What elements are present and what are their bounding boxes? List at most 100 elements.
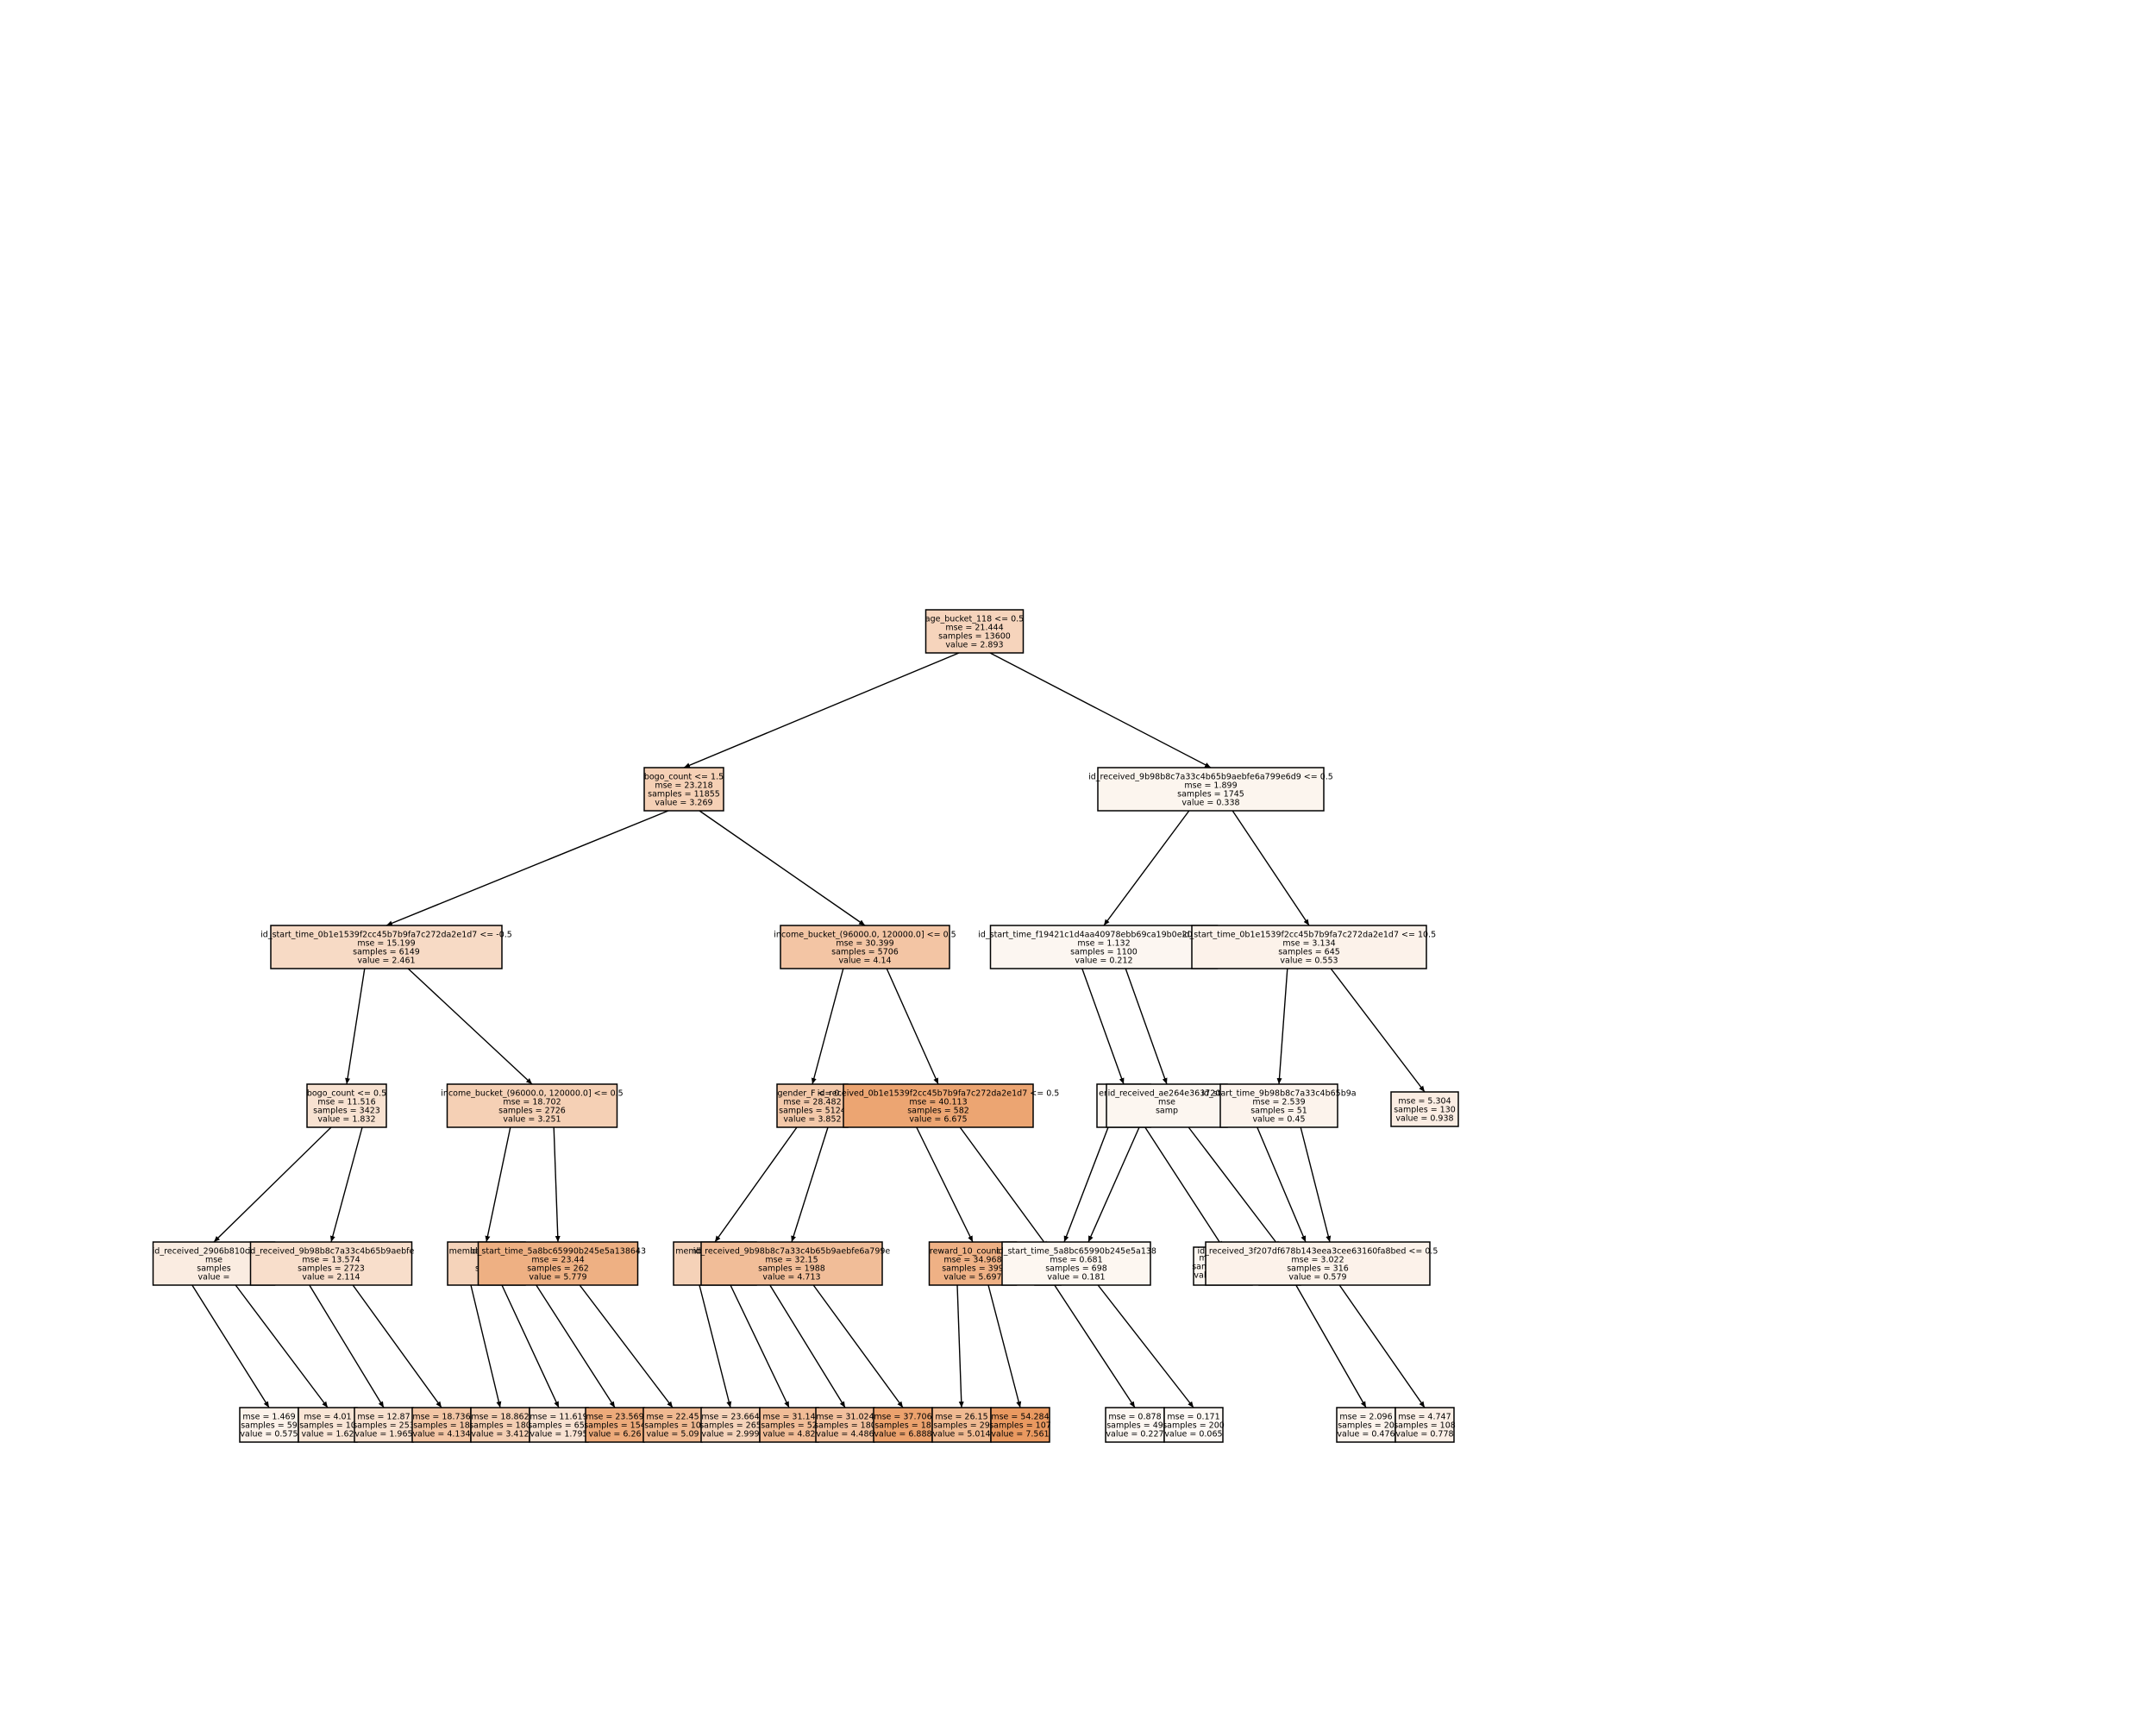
node-box (1106, 1083, 1228, 1128)
node-text-line: value = 0.065 (1164, 1430, 1222, 1440)
edge-n19-n36 (730, 1284, 790, 1408)
node-text-line: value = 0.338 (1181, 799, 1239, 808)
tree-node: id_start_time_f19421c1d4aa40978ebb69ca19… (978, 925, 1230, 969)
edge-n26-n43 (1295, 1284, 1367, 1408)
tree-node: id_received_0b1e1539f2cc45b7b9fa7c272da2… (818, 1083, 1059, 1128)
node-text-line: bogo_count <= 1.5 (644, 773, 724, 782)
node-text-line: value = 1.832 (317, 1115, 375, 1125)
node-text-line: mse = 1.899 (1184, 781, 1237, 791)
node-text-line: value = 5.779 (529, 1273, 586, 1283)
node-text-line: value = 0.579 (1288, 1273, 1346, 1283)
node-text-line: value = 3.412 (471, 1430, 529, 1440)
node-box (470, 1407, 530, 1443)
edge-n16-n29 (309, 1284, 385, 1408)
node-text-line: mse = 31.024 (816, 1413, 874, 1422)
node-text-line: samples = 49 (1106, 1421, 1163, 1431)
node-text-line: samples = 18 (413, 1421, 470, 1431)
edge-n7-n16 (329, 1126, 363, 1243)
edge-n19-n35 (699, 1284, 732, 1408)
node-text-line: value = 1.62 (301, 1430, 354, 1440)
node-text-line: mse = 18.702 (503, 1098, 561, 1107)
node-text-line: samples = 2726 (498, 1107, 566, 1116)
node-box (1219, 1083, 1338, 1128)
node-text-line: samples = 1988 (758, 1264, 825, 1274)
node-text-line: samples = 6149 (353, 948, 420, 957)
node-text-line: mse = 2.539 (1252, 1098, 1305, 1107)
tree-edges (191, 652, 1426, 1408)
node-text-line: samples = 698 (1045, 1264, 1107, 1274)
edge-n9-n20 (791, 1126, 829, 1243)
edge-n6-n14 (1330, 968, 1426, 1093)
node-text-line: mse = 15.199 (357, 939, 415, 949)
node-text-line: id_start_time_0b1e1539f2cc45b7b9fa7c272d… (1182, 931, 1436, 940)
tree-node: income_bucket_(96000.0, 120000.0] <= 0.5… (441, 1083, 624, 1128)
node-text-line: value = 0.938 (1395, 1114, 1453, 1124)
node-text-line: value = 0.778 (1395, 1430, 1453, 1440)
node-text-line: value = 2.893 (945, 641, 1003, 650)
node-box (1163, 1407, 1224, 1443)
node-text-line: samples = 11855 (648, 790, 720, 800)
node-text-line: mse = 18.862 (471, 1413, 529, 1422)
edge-n18-n33 (536, 1284, 616, 1408)
tree-node: id_start_time_0b1e1539f2cc45b7b9fa7c272d… (260, 925, 512, 969)
edge-n13-n26 (1257, 1126, 1307, 1243)
node-box (990, 1407, 1050, 1443)
node-text-line: samples = 180 (469, 1421, 531, 1431)
node-text-line: mse = 28.482 (783, 1098, 841, 1107)
node-text-line: mse = 4.747 (1398, 1413, 1451, 1422)
node-text-line: value = (198, 1273, 230, 1283)
edge-n11-n23 (1063, 1126, 1109, 1243)
edge-n26-n44 (1338, 1284, 1426, 1408)
node-box (843, 1083, 1034, 1128)
node-text-line: age_bucket_118 <= 0.5 (925, 615, 1024, 624)
node-text-line: mse = 40.113 (909, 1098, 967, 1107)
node-text-line: mse = 4.01 (304, 1413, 351, 1422)
node-text-line: samples = 3423 (313, 1107, 380, 1116)
node-text-line: value = 5.09 (646, 1430, 699, 1440)
node-text-line: value = 7.561 (991, 1430, 1049, 1440)
edge-n15-n27 (191, 1284, 270, 1408)
edge-n2-n6 (1232, 810, 1310, 926)
node-text-line: value = 0.227 (1106, 1430, 1163, 1440)
tree-node: id_received_9b98b8c7a33c4b65b9aebfe6a799… (693, 1241, 890, 1286)
node-text-line: mse = 5.304 (1398, 1097, 1451, 1107)
node-text-line: samples = 1745 (1177, 790, 1244, 800)
tree-node: income_bucket_(96000.0, 120000.0] <= 0.5… (774, 925, 956, 969)
node-text-line: samp (1156, 1107, 1178, 1116)
node-text-line: value = 3.852 (783, 1115, 841, 1125)
node-text-line: mse = 11.516 (317, 1098, 375, 1107)
node-text-line: id_start_time_5a8bc65990b245e5a138643 (470, 1247, 646, 1257)
node-text-line: income_bucket_(96000.0, 120000.0] <= 0.5 (441, 1089, 623, 1099)
node-text-line: mse = 3.134 (1282, 939, 1335, 949)
node-text-line: samples = 262 (527, 1264, 589, 1274)
node-box (1336, 1407, 1396, 1443)
edge-n17-n31 (470, 1284, 502, 1408)
node-text-line: mse = 0.681 (1050, 1256, 1102, 1265)
node-text-line: income_bucket_(96000.0, 120000.0] <= 0.5 (774, 931, 956, 940)
tree-node: id_received_9b98b8c7a33c4b65b9aebfe6a799… (1088, 767, 1333, 812)
node-text-line: samples = 253 (353, 1421, 415, 1431)
node-text-line: gender_F <= 0.5 (778, 1089, 848, 1099)
node-text-line: mse = 12.87 (357, 1413, 410, 1422)
node-text-line: samples = 13600 (938, 632, 1011, 642)
node-text-line: mse = 31.14 (762, 1413, 815, 1422)
node-text-line: value = 2.999 (701, 1430, 759, 1440)
node-text-line: id_start_time_5a8bc65990b245e5a138 (996, 1247, 1156, 1257)
node-text-line: samples = 582 (907, 1107, 969, 1116)
node-box (529, 1407, 589, 1443)
node-box (1097, 767, 1325, 812)
node-text-line: mse = 26.15 (935, 1413, 987, 1422)
node-text-line: mse = 1.132 (1077, 939, 1130, 949)
